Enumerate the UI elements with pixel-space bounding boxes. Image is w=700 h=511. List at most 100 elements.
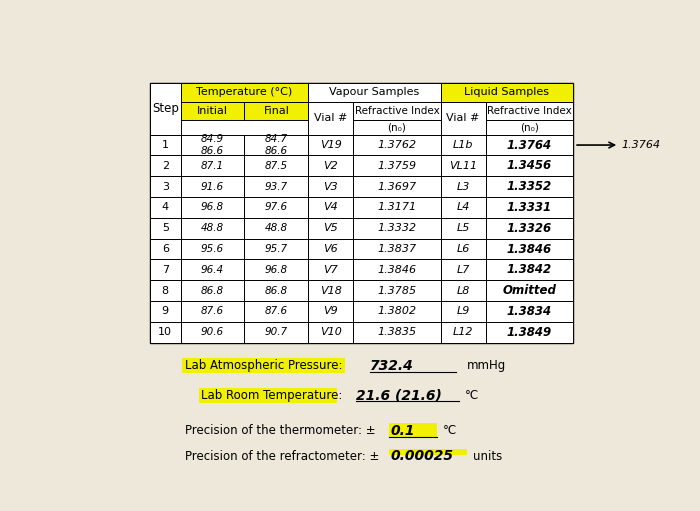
Text: V6: V6 — [323, 244, 338, 254]
Text: V7: V7 — [323, 265, 338, 275]
Bar — [441, 176, 486, 197]
Bar — [354, 260, 441, 280]
Bar — [244, 102, 308, 121]
Text: V10: V10 — [320, 327, 342, 337]
Text: Vial #: Vial # — [447, 113, 480, 123]
Text: (n₀): (n₀) — [388, 123, 407, 132]
Bar — [150, 301, 181, 322]
Text: 86.8: 86.8 — [201, 286, 224, 296]
Text: 87.6: 87.6 — [201, 307, 224, 316]
Bar — [354, 197, 441, 218]
Bar — [441, 134, 486, 155]
Text: Step: Step — [152, 102, 178, 115]
Bar — [308, 102, 354, 134]
Text: L1b: L1b — [453, 140, 473, 150]
Text: 5: 5 — [162, 223, 169, 233]
Text: Final: Final — [263, 106, 289, 116]
Bar — [308, 260, 354, 280]
Bar — [150, 176, 181, 197]
Text: Vial #: Vial # — [314, 113, 347, 123]
Bar — [354, 239, 441, 260]
Text: L7: L7 — [456, 265, 470, 275]
Text: 1.3331: 1.3331 — [507, 201, 552, 214]
Bar — [150, 155, 181, 176]
Text: 0.1: 0.1 — [390, 424, 414, 438]
Bar — [441, 301, 486, 322]
Bar — [181, 176, 244, 197]
Text: 1.3785: 1.3785 — [377, 286, 416, 296]
Bar — [486, 197, 573, 218]
Text: V18: V18 — [320, 286, 342, 296]
Text: 96.4: 96.4 — [201, 265, 224, 275]
Text: Omitted: Omitted — [503, 284, 556, 297]
Text: 90.6: 90.6 — [201, 327, 224, 337]
Bar — [354, 280, 441, 301]
Text: 1.3842: 1.3842 — [507, 263, 552, 276]
Text: 97.6: 97.6 — [265, 202, 288, 213]
Bar — [486, 260, 573, 280]
Bar — [486, 322, 573, 343]
Bar — [308, 218, 354, 239]
Bar — [244, 322, 308, 343]
Text: 1.3802: 1.3802 — [377, 307, 416, 316]
Bar — [486, 218, 573, 239]
Text: 1.3171: 1.3171 — [377, 202, 416, 213]
Text: 1.3759: 1.3759 — [377, 161, 416, 171]
Text: 91.6: 91.6 — [201, 181, 224, 192]
Text: 4: 4 — [162, 202, 169, 213]
Text: L6: L6 — [456, 244, 470, 254]
Bar — [486, 176, 573, 197]
Text: 8: 8 — [162, 286, 169, 296]
Bar — [181, 280, 244, 301]
Text: 1.3332: 1.3332 — [377, 223, 416, 233]
Text: 1.3697: 1.3697 — [377, 181, 416, 192]
Text: 10: 10 — [158, 327, 172, 337]
Bar — [354, 102, 441, 121]
Text: 0.00025: 0.00025 — [390, 449, 453, 463]
Bar — [181, 239, 244, 260]
Text: 1.3835: 1.3835 — [377, 327, 416, 337]
Text: Refractive Index: Refractive Index — [354, 106, 440, 116]
Bar — [181, 155, 244, 176]
Text: 9: 9 — [162, 307, 169, 316]
Text: (n₀): (n₀) — [520, 123, 539, 132]
Bar — [150, 83, 181, 134]
Text: V19: V19 — [320, 140, 342, 150]
Bar — [354, 134, 441, 155]
Bar — [308, 280, 354, 301]
Text: 96.8: 96.8 — [265, 265, 288, 275]
Bar — [308, 83, 441, 102]
Bar — [244, 260, 308, 280]
Text: Precision of the refractometer: ±: Precision of the refractometer: ± — [185, 450, 379, 463]
Bar — [150, 83, 573, 343]
Bar — [244, 155, 308, 176]
Text: Vapour Samples: Vapour Samples — [329, 87, 419, 97]
Bar — [354, 155, 441, 176]
Text: L4: L4 — [456, 202, 470, 213]
Bar — [486, 121, 573, 134]
Bar — [441, 83, 573, 102]
Text: V4: V4 — [323, 202, 338, 213]
Bar — [441, 260, 486, 280]
Bar — [486, 280, 573, 301]
Text: 1: 1 — [162, 140, 169, 150]
Bar — [181, 197, 244, 218]
Text: 1.3764: 1.3764 — [622, 140, 661, 150]
Bar — [441, 155, 486, 176]
Bar — [308, 155, 354, 176]
Bar — [441, 218, 486, 239]
Bar — [244, 197, 308, 218]
Text: mmHg: mmHg — [468, 359, 507, 373]
Text: 93.7: 93.7 — [265, 181, 288, 192]
Bar — [181, 322, 244, 343]
Text: 84.7
86.6: 84.7 86.6 — [265, 134, 288, 156]
Bar — [354, 322, 441, 343]
Bar — [244, 280, 308, 301]
Text: 48.8: 48.8 — [265, 223, 288, 233]
Bar — [308, 301, 354, 322]
Bar — [181, 102, 244, 121]
Text: 1.3764: 1.3764 — [507, 138, 552, 152]
Text: 6: 6 — [162, 244, 169, 254]
Bar — [150, 134, 181, 155]
Text: Temperature (°C): Temperature (°C) — [196, 87, 293, 97]
